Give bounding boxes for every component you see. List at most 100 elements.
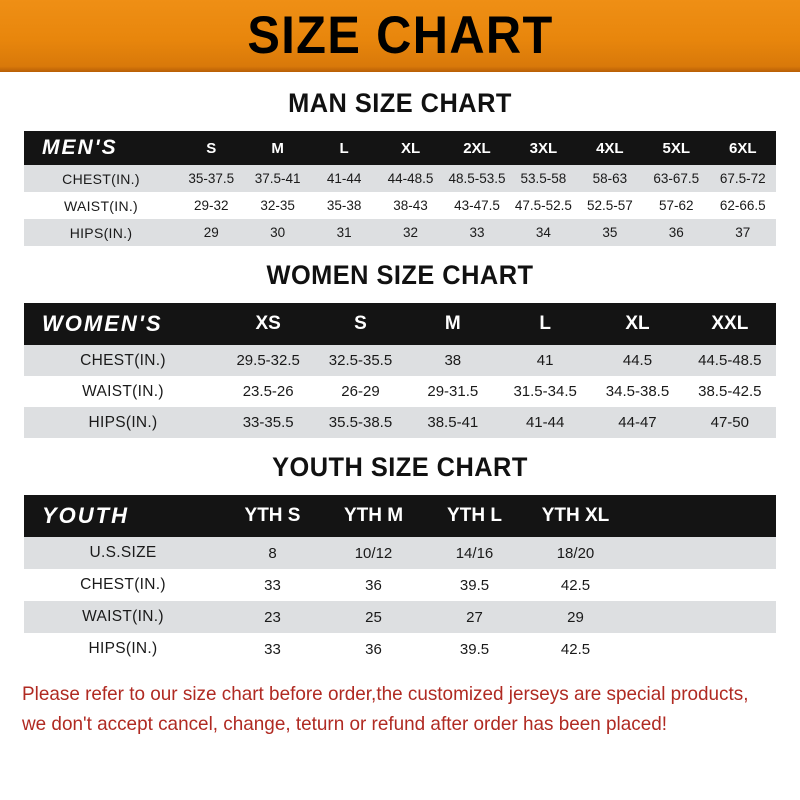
- youth-cell-0-1: 10/12: [354, 544, 393, 562]
- man-table-body: CHEST(IN.) 35-37.5 37.5-41 41-44 44-48.5…: [24, 165, 776, 246]
- youth-cell-2-1: 25: [365, 608, 382, 626]
- table-row: U.S.SIZE 8 10/12 14/16 18/20: [24, 537, 776, 569]
- man-cell-2-4: 33: [469, 225, 485, 240]
- youth-col-0: YTH S: [244, 505, 301, 526]
- youth-cell-0-spacer: [626, 537, 776, 569]
- youth-row-2-label: WAIST(IN.): [82, 608, 164, 625]
- man-col-7: 5XL: [662, 139, 691, 157]
- women-cell-1-5: 38.5-42.5: [698, 383, 762, 400]
- banner: SIZE CHART: [0, 0, 800, 72]
- women-col-0: XS: [255, 313, 281, 334]
- youth-col-2: YTH L: [447, 505, 502, 526]
- man-cell-1-1: 32-35: [260, 198, 295, 213]
- man-size-table: MEN'S S M L XL 2XL 3XL 4XL 5XL 6XL CHEST…: [24, 131, 776, 246]
- women-col-3: L: [539, 313, 551, 334]
- women-table-head: WOMEN'S XS S M L XL XXL: [24, 303, 776, 345]
- women-cell-2-4: 44-47: [618, 414, 657, 431]
- women-cell-1-0: 23.5-26: [242, 383, 294, 400]
- youth-col-1: YTH M: [343, 505, 404, 526]
- banner-title: SIZE CHART: [246, 5, 554, 65]
- man-cell-0-5: 53.5-58: [520, 171, 567, 186]
- youth-section-title: YOUTH SIZE CHART: [272, 452, 528, 482]
- women-section-title: WOMEN SIZE CHART: [266, 260, 534, 290]
- women-row-2-label: HIPS(IN.): [88, 413, 158, 431]
- youth-cell-3-0: 33: [264, 640, 281, 658]
- youth-cell-1-0: 33: [264, 576, 281, 594]
- women-col-4: XL: [625, 313, 650, 334]
- youth-cell-1-1: 36: [365, 576, 382, 594]
- man-cell-2-6: 35: [602, 225, 618, 240]
- women-row-1-label: WAIST(IN.): [82, 382, 164, 400]
- youth-corner-label: YOUTH: [42, 503, 129, 528]
- women-cell-1-3: 31.5-34.5: [513, 383, 577, 400]
- footer-line-1: Please refer to our size chart before or…: [22, 683, 749, 705]
- man-col-8: 6XL: [728, 139, 757, 157]
- youth-row-0-label: U.S.SIZE: [89, 544, 157, 561]
- women-cell-0-2: 38: [444, 352, 462, 369]
- man-cell-2-7: 36: [668, 225, 684, 240]
- youth-cell-3-2: 39.5: [459, 640, 490, 658]
- women-cell-2-2: 38.5-41: [427, 414, 479, 431]
- man-cell-2-8: 37: [735, 225, 751, 240]
- man-col-5: 3XL: [529, 139, 558, 157]
- man-cell-0-8: 67.5-72: [719, 171, 766, 186]
- youth-table-head: YOUTH YTH S YTH M YTH L YTH XL: [24, 495, 776, 537]
- table-row: HIPS(IN.) 33 36 39.5 42.5: [24, 633, 776, 665]
- women-table-body: CHEST(IN.) 29.5-32.5 32.5-35.5 38 41 44.…: [24, 345, 776, 438]
- footer-disclaimer: Please refer to our size chart before or…: [22, 679, 755, 739]
- table-row: HIPS(IN.) 29 30 31 32 33 34 35 36 37: [24, 219, 776, 246]
- youth-col-spacer: [626, 495, 776, 537]
- youth-header-row: YOUTH YTH S YTH M YTH L YTH XL: [24, 495, 776, 537]
- women-col-2: M: [444, 313, 461, 334]
- youth-row-3-label: HIPS(IN.): [88, 640, 158, 657]
- women-cell-1-1: 26-29: [341, 383, 380, 400]
- women-size-table-wrap: WOMEN'S XS S M L XL XXL CHEST(IN.) 29.5-…: [24, 303, 776, 438]
- women-corner-label: WOMEN'S: [42, 311, 163, 336]
- man-cell-1-0: 29-32: [193, 198, 229, 213]
- man-size-table-wrap: MEN'S S M L XL 2XL 3XL 4XL 5XL 6XL CHEST…: [24, 131, 776, 246]
- table-row: WAIST(IN.) 29-32 32-35 35-38 38-43 43-47…: [24, 192, 776, 219]
- table-row: HIPS(IN.) 33-35.5 35.5-38.5 38.5-41 41-4…: [24, 407, 776, 438]
- man-section-title: MAN SIZE CHART: [288, 88, 512, 118]
- man-cell-2-0: 29: [203, 225, 219, 240]
- youth-size-table: YOUTH YTH S YTH M YTH L YTH XL U.S.SIZE …: [24, 495, 776, 665]
- table-row: CHEST(IN.) 33 36 39.5 42.5: [24, 569, 776, 601]
- women-cell-1-2: 29-31.5: [427, 383, 479, 400]
- women-cell-0-1: 32.5-35.5: [328, 352, 393, 369]
- man-cell-0-0: 35-37.5: [188, 171, 235, 186]
- women-cell-2-3: 41-44: [525, 414, 565, 431]
- table-row: WAIST(IN.) 23 25 27 29: [24, 601, 776, 633]
- women-cell-0-0: 29.5-32.5: [236, 352, 300, 369]
- youth-cell-1-2: 39.5: [459, 576, 490, 594]
- table-row: CHEST(IN.) 29.5-32.5 32.5-35.5 38 41 44.…: [24, 345, 776, 376]
- women-cell-2-1: 35.5-38.5: [328, 414, 393, 431]
- man-cell-2-5: 34: [535, 225, 551, 240]
- man-cell-1-3: 38-43: [393, 198, 428, 213]
- women-header-row: WOMEN'S XS S M L XL XXL: [24, 303, 776, 345]
- youth-cell-1-spacer: [626, 569, 776, 601]
- women-col-5: XXL: [711, 313, 749, 334]
- man-cell-0-7: 63-67.5: [653, 171, 700, 186]
- women-cell-1-4: 34.5-38.5: [605, 383, 670, 400]
- man-row-0-label: CHEST(IN.): [62, 170, 140, 187]
- youth-cell-3-spacer: [626, 633, 776, 665]
- man-header-row: MEN'S S M L XL 2XL 3XL 4XL 5XL 6XL: [24, 131, 776, 165]
- youth-cell-0-3: 18/20: [556, 544, 595, 562]
- man-corner-label: MEN'S: [42, 136, 118, 159]
- man-cell-0-4: 48.5-53.5: [448, 171, 506, 186]
- man-cell-1-6: 52.5-57: [586, 198, 633, 213]
- man-cell-1-5: 47.5-52.5: [514, 198, 572, 213]
- man-cell-1-2: 35-38: [326, 198, 362, 213]
- man-cell-0-3: 44-48.5: [387, 171, 434, 186]
- women-cell-0-4: 44.5: [622, 352, 653, 369]
- man-col-3: XL: [400, 139, 421, 157]
- man-cell-0-2: 41-44: [326, 171, 362, 186]
- man-cell-1-7: 57-62: [659, 198, 694, 213]
- footer-line-2: we don't accept cancel, change, teturn o…: [22, 713, 668, 736]
- man-cell-0-6: 58-63: [592, 171, 628, 186]
- man-col-4: 2XL: [463, 139, 491, 157]
- man-cell-2-1: 30: [270, 225, 286, 240]
- table-row: WAIST(IN.) 23.5-26 26-29 29-31.5 31.5-34…: [24, 376, 776, 407]
- youth-table-body: U.S.SIZE 8 10/12 14/16 18/20 CHEST(IN.) …: [24, 537, 776, 665]
